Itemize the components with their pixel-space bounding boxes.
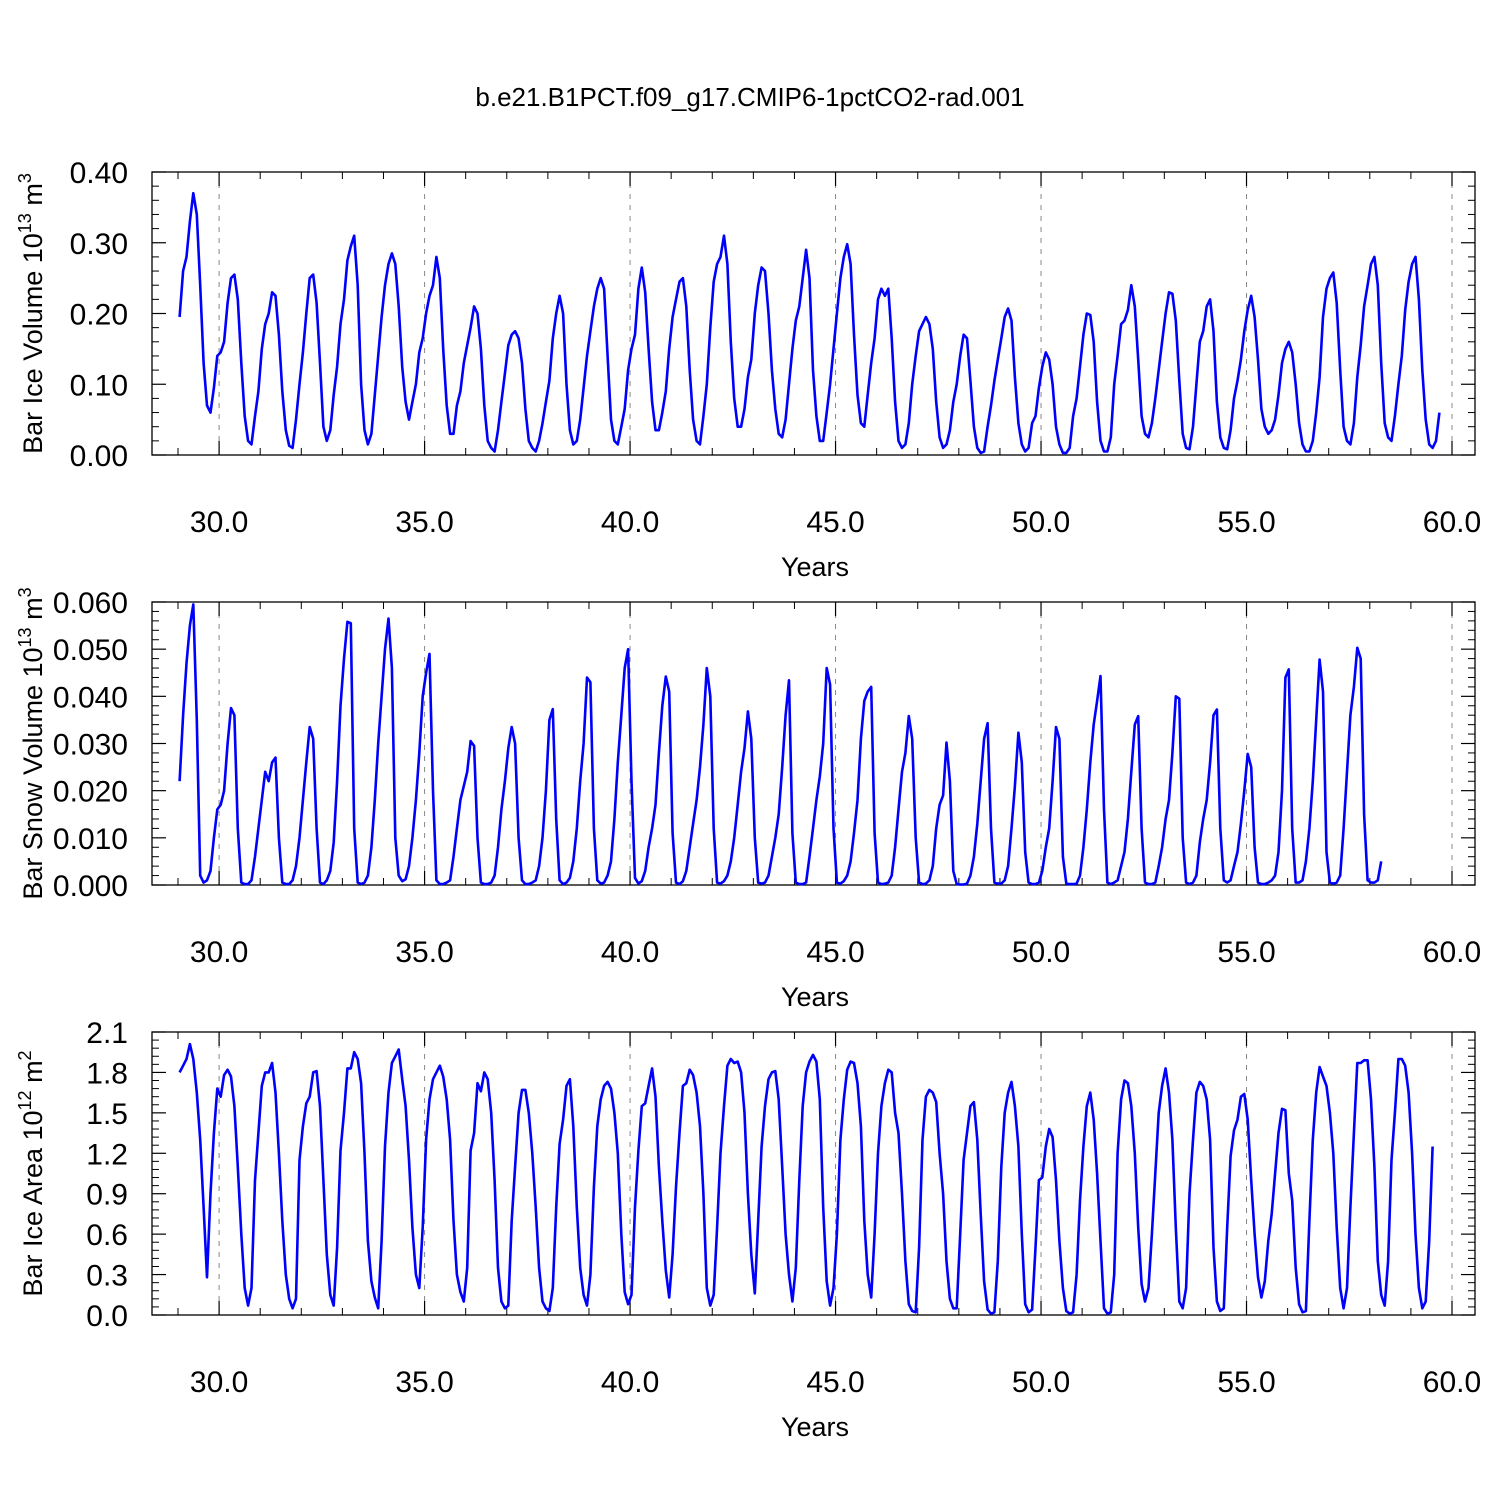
y-tick-label: 0.000 bbox=[53, 870, 128, 903]
y-tick-label: 0.040 bbox=[53, 681, 128, 714]
y-tick-label: 0.20 bbox=[70, 299, 128, 332]
panel-ice-area: 30.0 35.0 40.0 45.0 50.0 55.0 60.0 0.0 0.3 0.6 0.9… bbox=[15, 1017, 1481, 1442]
y-axis-title: Bar Ice Volume 1013 m3 bbox=[15, 173, 48, 454]
y-tick-label: 0.6 bbox=[86, 1219, 128, 1252]
x-tick-label: 50.0 bbox=[1012, 506, 1070, 539]
x-tick-label: 30.0 bbox=[190, 1366, 248, 1399]
y-tick-label: 0.020 bbox=[53, 776, 128, 809]
x-tick-label: 50.0 bbox=[1012, 1366, 1070, 1399]
series-line bbox=[178, 191, 1441, 455]
x-tick-label: 60.0 bbox=[1423, 1366, 1481, 1399]
x-tick-label: 50.0 bbox=[1012, 936, 1070, 969]
x-tick-label: 30.0 bbox=[190, 936, 248, 969]
x-axis-title: Years bbox=[781, 552, 849, 582]
x-tick-label: 55.0 bbox=[1217, 506, 1275, 539]
x-tick-label: 30.0 bbox=[190, 506, 248, 539]
x-tick-label: 60.0 bbox=[1423, 936, 1481, 969]
x-tick-label: 45.0 bbox=[806, 1366, 864, 1399]
panel-ice-volume: 30.0 35.0 40.0 45.0 50.0 55.0 60.0 0.00 0.10 0.20… bbox=[15, 157, 1481, 582]
panel-snow-volume: 30.0 35.0 40.0 45.0 50.0 55.0 60.0 0.000 0.010 0.… bbox=[15, 587, 1481, 1012]
y-axis-title: Bar Snow Volume 1013 m3 bbox=[15, 587, 48, 899]
plot-frame bbox=[151, 1031, 1476, 1316]
x-tick-label: 40.0 bbox=[601, 936, 659, 969]
y-axis-title: Bar Ice Area 1012 m2 bbox=[15, 1050, 48, 1296]
y-tick-label: 0.3 bbox=[86, 1260, 128, 1293]
y-tick-label: 0.10 bbox=[70, 369, 128, 402]
page-title: b.e21.B1PCT.f09_g17.CMIP6-1pctCO2-rad.00… bbox=[475, 82, 1025, 112]
x-tick-label: 45.0 bbox=[806, 506, 864, 539]
y-tick-label: 2.1 bbox=[86, 1017, 128, 1050]
x-axis-title: Years bbox=[781, 982, 849, 1012]
y-tick-label: 0.30 bbox=[70, 228, 128, 261]
x-tick-label: 40.0 bbox=[601, 1366, 659, 1399]
y-tick-label: 0.010 bbox=[53, 823, 128, 856]
series-line bbox=[178, 1042, 1434, 1315]
y-tick-label: 0.40 bbox=[70, 157, 128, 190]
x-tick-label: 45.0 bbox=[806, 936, 864, 969]
y-tick-label: 1.8 bbox=[86, 1057, 128, 1090]
x-tick-label: 35.0 bbox=[395, 506, 453, 539]
y-tick-label: 0.00 bbox=[70, 440, 128, 473]
y-tick-label: 0.0 bbox=[86, 1300, 128, 1333]
y-tick-label: 0.060 bbox=[53, 587, 128, 620]
x-tick-label: 55.0 bbox=[1217, 1366, 1275, 1399]
series-line bbox=[178, 603, 1383, 886]
x-tick-label: 35.0 bbox=[395, 1366, 453, 1399]
x-tick-label: 60.0 bbox=[1423, 506, 1481, 539]
y-tick-label: 1.2 bbox=[86, 1138, 128, 1171]
y-tick-label: 0.9 bbox=[86, 1179, 128, 1212]
y-tick-label: 1.5 bbox=[86, 1098, 128, 1131]
y-tick-label: 0.050 bbox=[53, 634, 128, 667]
x-tick-label: 35.0 bbox=[395, 936, 453, 969]
x-tick-label: 40.0 bbox=[601, 506, 659, 539]
x-axis-title: Years bbox=[781, 1412, 849, 1442]
y-tick-label: 0.030 bbox=[53, 729, 128, 762]
x-tick-label: 55.0 bbox=[1217, 936, 1275, 969]
